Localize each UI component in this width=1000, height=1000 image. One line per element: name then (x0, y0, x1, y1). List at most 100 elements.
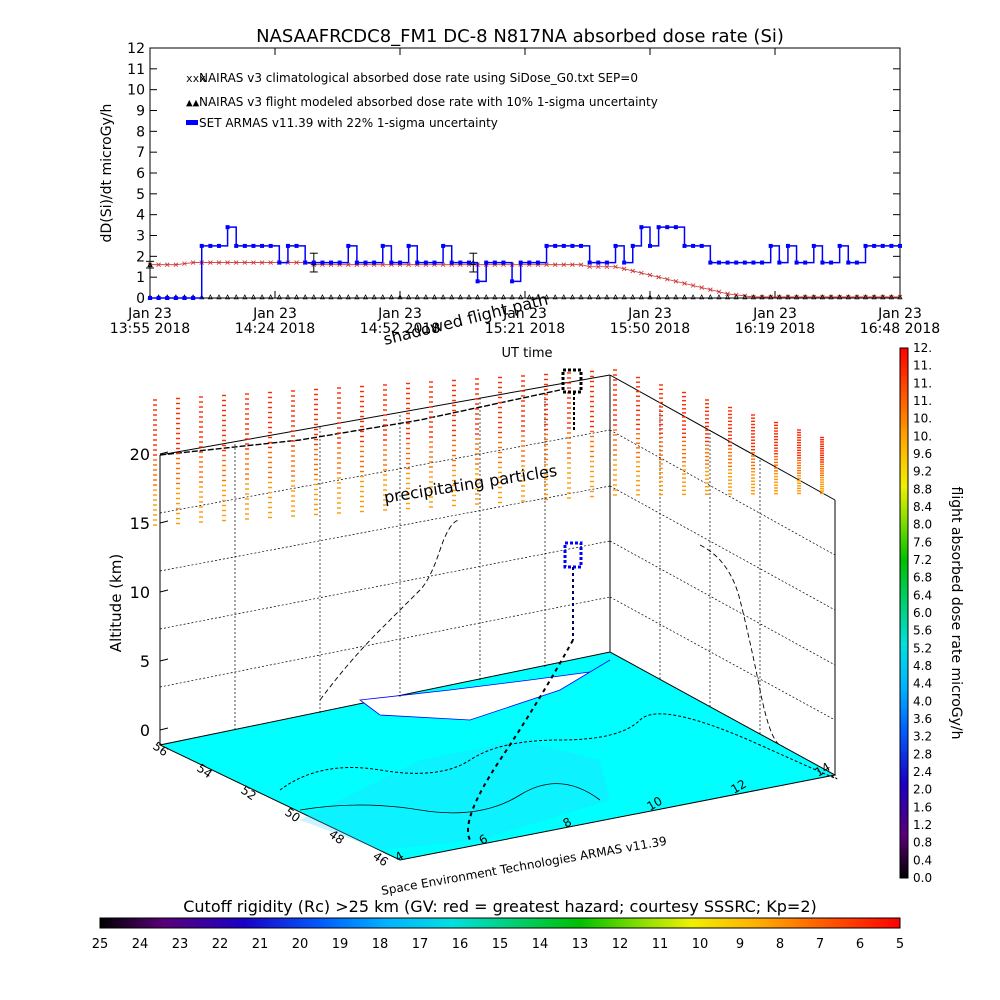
series-armas-point (277, 260, 282, 265)
altitude-tick (159, 520, 169, 524)
series-nairas-flight-point (638, 294, 644, 300)
altitude-axis-label: Altitude (km) (107, 554, 125, 652)
series-nairas-climatological-point (587, 264, 592, 270)
series-nairas-flight-point (268, 294, 274, 300)
series-nairas-flight-point (802, 294, 808, 300)
y-tick-label: 11 (127, 62, 145, 78)
colorbar-right-tick: 2.8 (913, 747, 932, 761)
x-tick-time: 15:50 2018 (610, 321, 690, 337)
colorbar-bottom: Cutoff rigidity (Rc) >25 km (GV: red = g… (92, 897, 904, 952)
colorbar-right-tick: 4.0 (913, 694, 932, 708)
series-armas-point (691, 243, 696, 248)
series-armas-point (768, 243, 773, 248)
series-armas-point (398, 260, 402, 265)
series-armas-point (518, 260, 523, 265)
series-nairas-flight-point (604, 294, 610, 300)
series-armas-point (811, 243, 816, 248)
colorbar-right-tick: 8.4 (913, 500, 932, 514)
colorbar-right-tick: 1.6 (913, 800, 932, 814)
series-nairas-flight-point (388, 294, 394, 300)
altitude-tick-label: 15 (130, 514, 150, 533)
series-nairas-flight-point (293, 294, 300, 300)
series-nairas-flight-point (345, 294, 351, 300)
series-armas-point (544, 243, 549, 248)
series-armas-point (216, 243, 221, 248)
y-tick-label: 4 (136, 208, 145, 224)
series-nairas-climatological-point (578, 262, 584, 267)
series-armas-point (363, 260, 368, 265)
series-armas-point (553, 243, 558, 248)
series-armas-point (820, 260, 825, 265)
x-tick-day: Jan 23 (877, 306, 922, 322)
legend-entry-armas: SET ARMAS v11.39 with 22% 1-sigma uncert… (186, 116, 498, 130)
series-nairas-flight-point (819, 294, 825, 300)
series-armas-point (199, 243, 204, 248)
longitude-tick-label: 10 (645, 794, 665, 814)
series-armas-point (725, 260, 730, 265)
series-armas-point (708, 260, 713, 265)
series-nairas-climatological-point (345, 262, 351, 267)
ground-white-patch (358, 659, 611, 721)
series-nairas-climatological-point (647, 272, 653, 278)
series-nairas-flight-point (854, 294, 860, 300)
series-armas-point (837, 243, 842, 248)
colorbar-right-label: flight absorbed dose rate microGy/h (948, 487, 964, 740)
series-armas-point (251, 243, 256, 248)
x-tick-time: 16:48 2018 (860, 321, 940, 337)
longitude-tick-label: 12 (729, 777, 749, 797)
x-tick-day: Jan 23 (252, 306, 297, 322)
colorbar-bottom-tick: 7 (816, 937, 824, 952)
series-nairas-flight-point (302, 294, 308, 300)
colorbar-bottom-tick: 12 (612, 937, 629, 952)
colorbar-bottom-tick: 13 (572, 937, 589, 952)
series-armas-point (380, 243, 385, 248)
series-armas-point (337, 260, 342, 265)
series-nairas-flight-point (440, 294, 446, 300)
series-nairas-climatological-point (294, 260, 299, 265)
colorbar-right-tick: 9.2 (913, 465, 932, 479)
altitude-tick (159, 727, 169, 731)
y-tick-label: 10 (127, 83, 145, 99)
series-nairas-climatological-point (173, 262, 179, 267)
colorbar-bottom-tick: 17 (412, 937, 429, 952)
colorbar-right-tick: 0.4 (913, 853, 932, 867)
series-nairas-climatological-point (233, 260, 239, 265)
series-armas-point (579, 243, 584, 248)
series-armas-point (803, 260, 808, 265)
series-nairas-flight-point (785, 294, 791, 300)
series-nairas-flight-point (475, 294, 481, 300)
legend-entry-nairas-flight: ▲▲ NAIRAS v3 flight modeled absorbed dos… (186, 95, 658, 109)
colorbar-right-tick: 5.2 (913, 641, 932, 655)
x-tick-time: 14:24 2018 (235, 321, 315, 337)
altitude-tick-label: 10 (130, 583, 150, 602)
series-nairas-climatological-point (552, 262, 558, 267)
series-nairas-flight-point (759, 294, 765, 300)
series-armas-point (872, 243, 877, 248)
altitude-tick (159, 658, 169, 662)
colorbar-right-tick: 2.4 (913, 765, 932, 779)
colorbar-right-tick: 4.8 (913, 659, 932, 673)
series-armas-point (682, 243, 687, 248)
series-nairas-flight-point (561, 294, 567, 300)
series-armas-point (449, 260, 454, 265)
series-armas-point (303, 260, 308, 265)
flight-path-shadow-right (699, 544, 781, 746)
series-nairas-flight-point (380, 294, 386, 300)
series-armas-point (208, 243, 213, 248)
colorbar-right-tick: 12. (913, 341, 932, 355)
series-nairas-climatological-point (259, 260, 265, 265)
colorbar-right-tick: 6.8 (913, 571, 932, 585)
series-nairas-flight-point (449, 294, 455, 300)
series-armas-point (889, 243, 894, 248)
series-nairas-climatological-point (182, 261, 187, 266)
y-tick-label: 12 (127, 41, 145, 57)
colorbar-right-tick: 10. (913, 429, 932, 443)
series-nairas-flight-point (250, 294, 257, 300)
series-armas-point (880, 243, 885, 248)
series-nairas-flight-point (673, 294, 679, 300)
series-armas-point (148, 296, 152, 300)
series-nairas-climatological-point (699, 285, 705, 290)
y-tick-label: 9 (136, 104, 145, 120)
